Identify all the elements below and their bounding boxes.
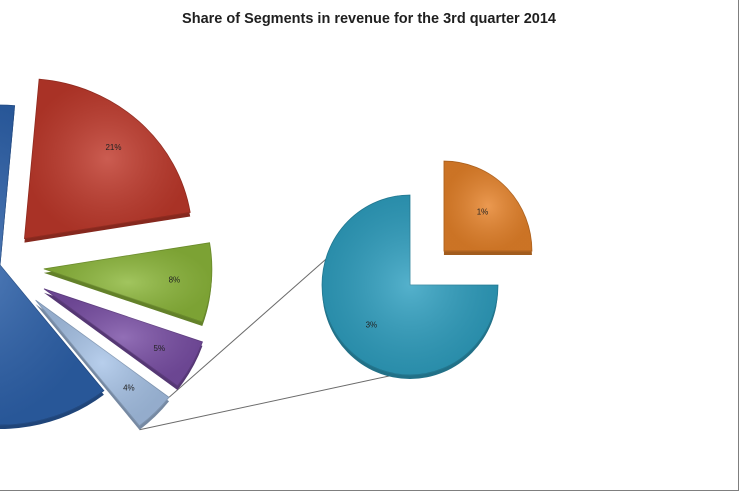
breakout-label-3pct: 3% xyxy=(366,321,378,330)
main-pie-slice-8pct xyxy=(43,242,213,326)
breakout-slice-3pct xyxy=(321,194,499,379)
main-pie-label-4pct: 4% xyxy=(123,384,135,393)
main-pie-label-8pct: 8% xyxy=(169,276,181,285)
breakout-pie: 1% 3% xyxy=(321,160,533,379)
breakout-slice-1pct xyxy=(443,160,533,256)
main-pie-slice-5pct xyxy=(43,288,203,390)
connector-line-bottom xyxy=(139,373,398,431)
main-pie-label-5pct: 5% xyxy=(154,344,166,353)
main-pie-slice-4pct xyxy=(35,299,170,430)
main-pie-label-21pct: 21% xyxy=(105,143,121,152)
main-pie-slice-21pct xyxy=(24,78,191,243)
breakout-label-1pct: 1% xyxy=(477,208,489,217)
main-pie: 21% 8% 5% 4% xyxy=(0,78,213,430)
main-pie-slice-other xyxy=(0,104,105,429)
chart-title: Share of Segments in revenue for the 3rd… xyxy=(182,11,556,27)
